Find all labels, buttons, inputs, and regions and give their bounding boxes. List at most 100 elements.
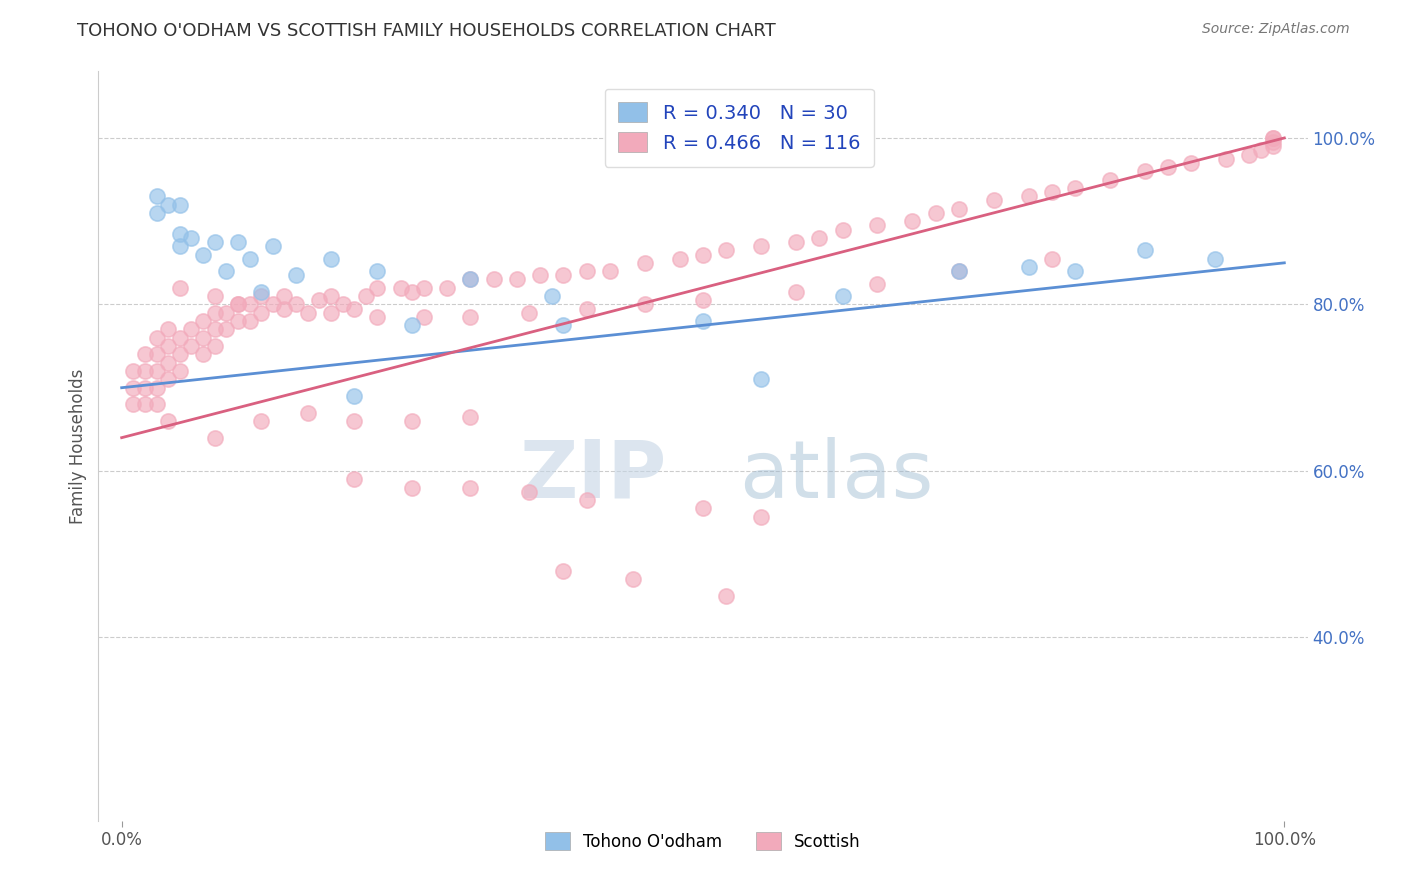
Point xyxy=(169,197,191,211)
Point xyxy=(191,314,214,328)
Point xyxy=(634,297,657,311)
Point xyxy=(134,364,156,378)
Point xyxy=(239,314,262,328)
Point xyxy=(948,264,970,278)
Point xyxy=(389,281,412,295)
Point xyxy=(250,306,273,320)
Point xyxy=(785,235,807,249)
Point xyxy=(716,244,738,258)
Point xyxy=(157,339,180,353)
Point xyxy=(1261,135,1284,149)
Point xyxy=(1133,164,1156,178)
Point xyxy=(948,202,970,216)
Point xyxy=(204,289,226,303)
Point xyxy=(553,318,575,333)
Point xyxy=(157,322,180,336)
Point xyxy=(436,281,458,295)
Point xyxy=(145,397,167,411)
Point xyxy=(191,347,214,361)
Point xyxy=(285,268,308,283)
Point xyxy=(297,406,319,420)
Point xyxy=(343,472,366,486)
Point xyxy=(157,372,180,386)
Point xyxy=(506,272,529,286)
Point xyxy=(808,231,831,245)
Point xyxy=(1215,152,1237,166)
Point xyxy=(1040,185,1063,199)
Point xyxy=(1064,181,1087,195)
Point xyxy=(460,409,482,424)
Point xyxy=(239,297,262,311)
Point xyxy=(319,289,342,303)
Point xyxy=(319,306,342,320)
Text: ZIP: ZIP xyxy=(519,437,666,515)
Point xyxy=(401,414,423,428)
Point xyxy=(413,281,436,295)
Point xyxy=(575,493,598,508)
Point xyxy=(1204,252,1226,266)
Point xyxy=(924,206,946,220)
Point xyxy=(983,194,1005,208)
Point xyxy=(1133,244,1156,258)
Point xyxy=(134,347,156,361)
Point xyxy=(180,231,202,245)
Point xyxy=(716,589,738,603)
Point xyxy=(517,484,540,499)
Point xyxy=(460,310,482,324)
Point xyxy=(215,306,238,320)
Point xyxy=(575,264,598,278)
Point xyxy=(250,289,273,303)
Point xyxy=(250,414,273,428)
Point xyxy=(343,301,366,316)
Point xyxy=(191,331,214,345)
Point xyxy=(204,322,226,336)
Point xyxy=(1018,260,1040,274)
Point xyxy=(157,197,180,211)
Point xyxy=(460,272,482,286)
Point xyxy=(319,252,342,266)
Point xyxy=(134,381,156,395)
Point xyxy=(297,306,319,320)
Point xyxy=(226,297,249,311)
Point xyxy=(343,414,366,428)
Point xyxy=(122,364,145,378)
Point xyxy=(191,247,214,261)
Point xyxy=(692,293,714,308)
Point xyxy=(145,364,167,378)
Point xyxy=(553,268,575,283)
Point xyxy=(226,314,249,328)
Point xyxy=(482,272,505,286)
Point xyxy=(692,501,714,516)
Point xyxy=(169,364,191,378)
Point xyxy=(145,189,167,203)
Point xyxy=(169,239,191,253)
Point xyxy=(1098,172,1121,186)
Point xyxy=(145,206,167,220)
Point xyxy=(157,414,180,428)
Point xyxy=(575,301,598,316)
Point xyxy=(692,247,714,261)
Point xyxy=(1239,147,1261,161)
Point xyxy=(204,339,226,353)
Point xyxy=(122,397,145,411)
Point xyxy=(262,239,284,253)
Y-axis label: Family Households: Family Households xyxy=(69,368,87,524)
Point xyxy=(749,372,772,386)
Point xyxy=(204,431,226,445)
Point xyxy=(145,331,167,345)
Point xyxy=(1261,139,1284,153)
Point xyxy=(204,235,226,249)
Point xyxy=(226,297,249,311)
Point xyxy=(866,277,889,291)
Point xyxy=(169,347,191,361)
Point xyxy=(831,222,853,236)
Point xyxy=(239,252,262,266)
Point xyxy=(1064,264,1087,278)
Point xyxy=(540,289,562,303)
Point xyxy=(354,289,377,303)
Point xyxy=(529,268,551,283)
Point xyxy=(413,310,436,324)
Point xyxy=(250,285,273,299)
Point xyxy=(262,297,284,311)
Point xyxy=(169,227,191,241)
